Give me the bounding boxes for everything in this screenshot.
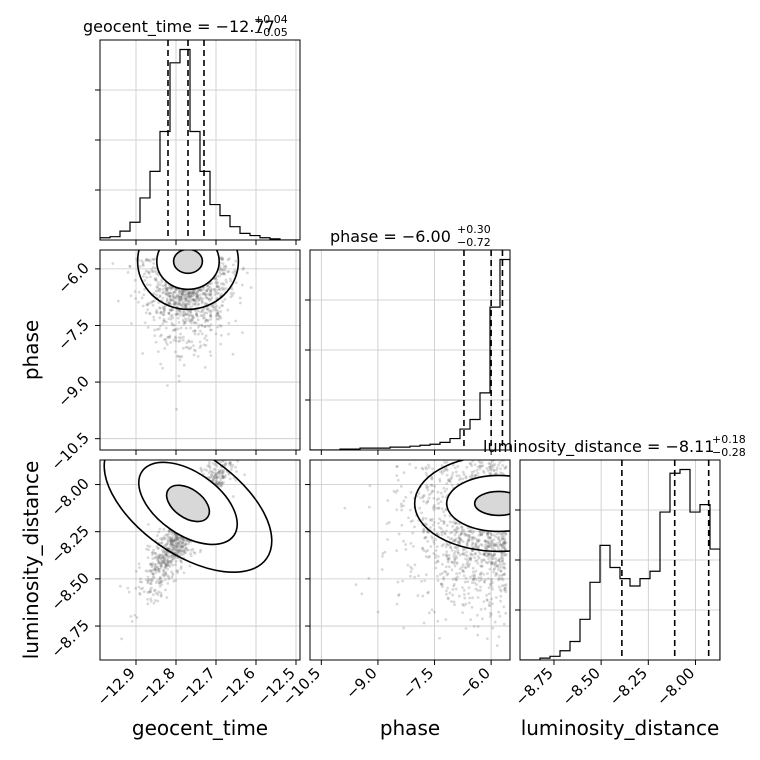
xlabel-geocent-time: geocent_time	[132, 716, 268, 740]
y-tick-label-phase: −7.5	[54, 316, 92, 354]
axes-frame	[99, 249, 301, 451]
title-geocent-time-minus: −0.05	[254, 26, 288, 39]
ylabel-luminosity-distance: luminosity_distance	[19, 461, 43, 660]
panel-phase-luminosity_distance	[305, 459, 511, 665]
x-tick-label-phase: −9.0	[342, 664, 380, 702]
histogram-geocent_time	[100, 48, 300, 240]
title-luminosity-distance: luminosity_distance = −8.11	[483, 437, 714, 457]
title-geocent-time-plus: +0.04	[254, 13, 288, 26]
x-tick-label-luminosity_distance: −8.50	[559, 664, 604, 709]
title-phase-plus: +0.30	[457, 223, 491, 236]
x-tick-label-geocent_time: −12.7	[174, 664, 219, 709]
x-tick-label-geocent_time: −12.9	[94, 664, 139, 709]
xlabel-luminosity-distance: luminosity_distance	[521, 716, 720, 740]
x-tick-label-geocent_time: −12.6	[214, 664, 259, 709]
x-tick-label-luminosity_distance: −8.25	[606, 664, 651, 709]
xlabel-phase: phase	[380, 716, 440, 740]
title-geocent-time: geocent_time = −12.77	[83, 17, 275, 37]
histogram-phase	[310, 258, 510, 450]
title-phase: phase = −6.00	[330, 227, 451, 246]
y-tick-label-luminosity_distance: −8.75	[48, 616, 93, 661]
panel-geocent_time-geocent_time	[95, 39, 301, 245]
x-tick-label-phase: −6.0	[455, 664, 493, 702]
axes-frame	[309, 459, 511, 661]
contours-geocent_time-phase	[136, 250, 240, 311]
x-tick-label-geocent_time: −12.8	[134, 664, 179, 709]
panel-geocent_time-luminosity_distance	[95, 459, 301, 665]
histogram-luminosity_distance	[520, 468, 720, 660]
title-phase-minus: −0.72	[457, 236, 491, 249]
axes-frame	[99, 459, 301, 661]
panel-geocent_time-phase	[95, 249, 301, 455]
x-tick-label-luminosity_distance: −8.00	[653, 664, 698, 709]
contours-phase-luminosity_distance	[413, 460, 510, 553]
y-tick-label-luminosity_distance: −8.50	[48, 569, 93, 614]
y-tick-label-luminosity_distance: −8.25	[48, 522, 93, 567]
panel-phase-phase	[305, 249, 511, 455]
y-tick-label-phase: −9.0	[54, 372, 92, 410]
x-tick-label-phase: −7.5	[399, 664, 437, 702]
title-luminosity-distance-minus: −0.28	[712, 446, 746, 459]
ylabel-phase: phase	[19, 320, 43, 380]
y-tick-label-phase: −6.0	[54, 259, 92, 297]
x-tick-label-luminosity_distance: −8.75	[512, 664, 557, 709]
contours-geocent_time-luminosity_distance	[103, 460, 273, 574]
panel-luminosity_distance-luminosity_distance	[515, 459, 721, 665]
title-luminosity-distance-plus: +0.18	[712, 433, 746, 446]
y-tick-label-phase: −10.5	[48, 429, 93, 474]
y-tick-label-luminosity_distance: −8.00	[48, 475, 93, 520]
